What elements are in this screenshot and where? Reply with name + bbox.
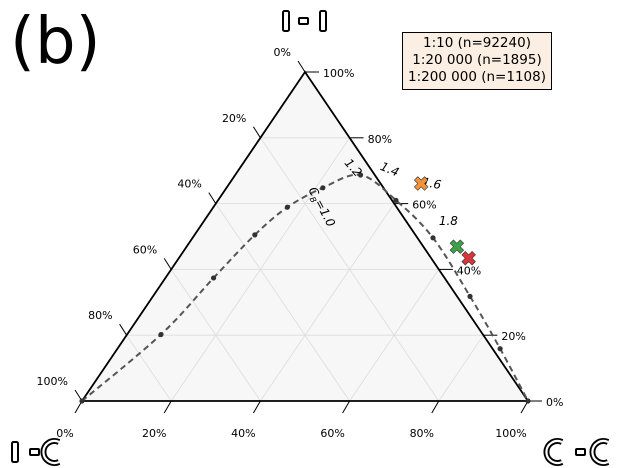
- plot-area: [82, 72, 528, 401]
- curve-point: [525, 398, 531, 404]
- left-axis-tick: [208, 192, 217, 204]
- right-axis-tick-label: 80%: [368, 133, 392, 146]
- curve-point: [252, 232, 258, 238]
- right-axis-tick-label: 0%: [546, 396, 563, 409]
- curve-point: [357, 172, 364, 178]
- left-axis-tick-label: 80%: [88, 309, 112, 322]
- data-marker-red: [461, 250, 476, 266]
- edge-icon: [29, 448, 40, 456]
- grid-line: [260, 203, 395, 401]
- curve-label-subscript: B: [308, 195, 319, 204]
- bottom-axis-tick: [163, 400, 172, 414]
- grid-line: [170, 269, 261, 401]
- grid: [126, 137, 484, 401]
- curve-point: [497, 346, 503, 352]
- right-axis-tick-label: 20%: [501, 330, 525, 343]
- data-marker-green: [449, 239, 465, 254]
- curve-point: [467, 293, 473, 299]
- right-axis-tick-label: 60%: [412, 199, 436, 212]
- bottom-axis-tick-label: 80%: [410, 427, 434, 440]
- panel-label: (b): [10, 5, 101, 79]
- bottom-axis-tick-label: 0%: [56, 427, 73, 440]
- legend-entry: 1:20 000 (n=1895): [412, 52, 542, 68]
- loop-icon-inner: [545, 439, 563, 465]
- curve-point: [79, 398, 85, 404]
- triangle-border: [80, 70, 530, 402]
- left-axis-tick-label: 100%: [37, 375, 68, 388]
- loop-icon-inner: [591, 439, 609, 465]
- right-axis-tick-label: 40%: [457, 264, 481, 277]
- grid-line: [126, 334, 172, 401]
- left-axis-tick: [163, 258, 172, 270]
- bottom-axis-tick-label: 20%: [142, 427, 166, 440]
- curve-point: [320, 185, 326, 191]
- bottom-axis-tick: [342, 400, 351, 414]
- curve-label: 1.4: [378, 159, 401, 179]
- left-axis-tick: [297, 60, 306, 73]
- curve-label: 1.8: [439, 214, 458, 228]
- edge-icon: [575, 448, 586, 456]
- left-axis-tick: [119, 323, 128, 336]
- curve-point: [158, 331, 164, 338]
- left-axis-tick-label: 60%: [133, 243, 157, 256]
- curve-point: [430, 235, 436, 241]
- legend-entry: 1:200 000 (n=1108): [407, 69, 546, 85]
- grid-line: [215, 203, 350, 401]
- curve-point: [393, 197, 399, 203]
- bottom-axis-tick-label: 40%: [231, 427, 255, 440]
- left-axis-tick-label: 0%: [274, 46, 291, 59]
- edge-icon: [298, 17, 309, 25]
- bottom-axis-tick-label: 60%: [320, 427, 344, 440]
- right-axis-tick-label: 100%: [323, 67, 354, 80]
- axis-ticks: 0% 100% 0% 20% 80% 20% 40% 60% 40% 60% 40% 60% 80% 20…: [37, 46, 564, 440]
- left-axis-tick-label: 20%: [222, 112, 246, 125]
- node-icon: [282, 10, 290, 32]
- bottom-axis-tick: [431, 400, 440, 414]
- node-icon: [319, 10, 327, 32]
- vertex-icons: [11, 10, 610, 466]
- left-axis-tick: [252, 126, 261, 139]
- legend-entry: 1:10 (n=92240): [423, 35, 531, 51]
- loop-icon-inner: [42, 439, 60, 465]
- curve-point: [284, 204, 290, 210]
- grid-line: [438, 334, 484, 401]
- bottom-axis-tick: [252, 400, 261, 414]
- grid-line: [260, 137, 440, 401]
- marker-layer: [413, 176, 476, 266]
- bottom-axis-tick-label: 100%: [495, 427, 526, 440]
- legend: 1:10 (n=92240) 1:20 000 (n=1895) 1:200 0…: [402, 32, 552, 90]
- data-marker-orange: [413, 176, 429, 191]
- curve-point: [210, 275, 217, 281]
- node-icon: [11, 441, 19, 463]
- left-axis-tick-label: 40%: [177, 178, 201, 191]
